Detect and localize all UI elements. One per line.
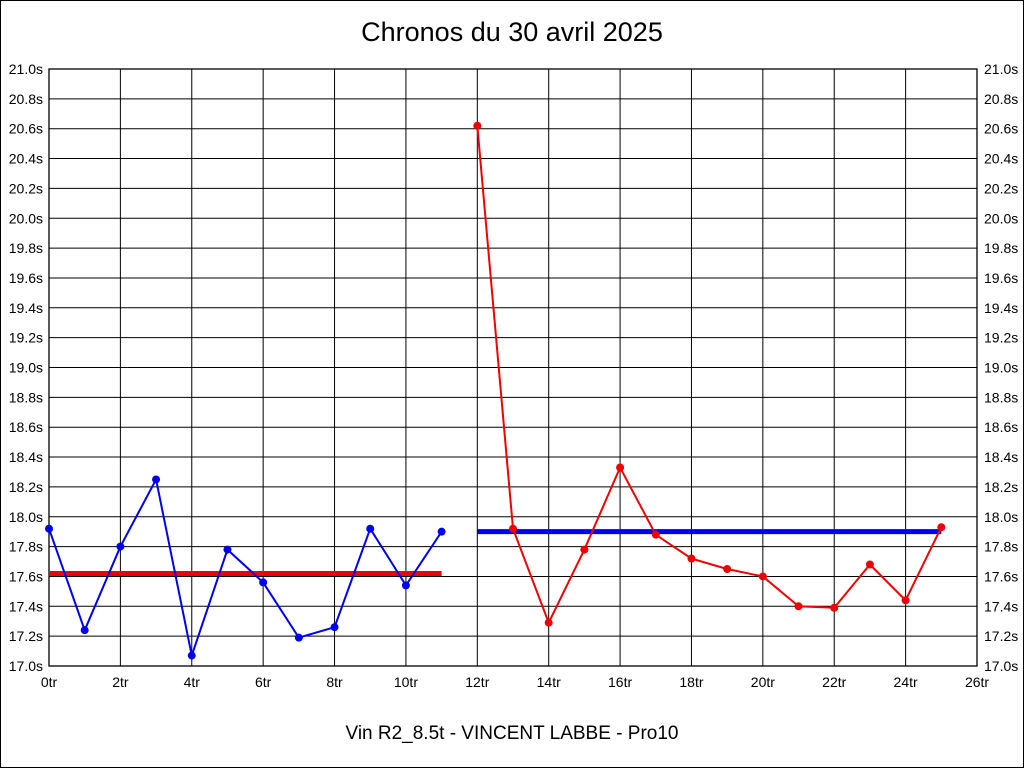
y-axis-tick-label-right: 17.4s — [984, 598, 1018, 614]
y-axis-tick-label-left: 20.0s — [9, 210, 43, 226]
stint-1-laps-data-point — [401, 581, 410, 590]
stint-1-laps-series — [45, 475, 446, 660]
axis-labels: 17.0s 17.0s 17.2s 17.2s 17.4s 17.4s 17.6s 17.6s… — [9, 61, 1019, 690]
stint-2-laps-data-point — [544, 618, 553, 627]
y-axis-tick-label-left: 17.8s — [9, 539, 43, 555]
stint-2-laps-data-point — [616, 463, 625, 472]
stint-1-laps-data-point — [259, 578, 268, 587]
y-axis-tick-label-right: 19.0s — [984, 360, 1018, 376]
stint-1-laps-data-point — [437, 527, 446, 536]
y-axis-tick-label-right: 20.4s — [984, 151, 1018, 167]
stint-2-laps-data-point — [687, 554, 696, 563]
stint-2-laps-data-point — [580, 545, 589, 554]
y-axis-tick-label-right: 20.6s — [984, 121, 1018, 137]
y-axis-tick-label-left: 20.6s — [9, 121, 43, 137]
y-axis-tick-label-left: 20.8s — [9, 91, 43, 107]
y-axis-tick-label-right: 18.6s — [984, 419, 1018, 435]
y-axis-tick-label-right: 21.0s — [984, 61, 1018, 77]
y-axis-tick-label-left: 20.2s — [9, 180, 43, 196]
stint-2-laps-data-point — [723, 564, 732, 573]
x-axis-tick-label: 14tr — [537, 674, 561, 690]
y-axis-tick-label-right: 20.2s — [984, 180, 1018, 196]
x-axis-tick-label: 18tr — [679, 674, 703, 690]
y-axis-tick-label-right: 20.8s — [984, 91, 1018, 107]
x-axis-tick-label: 0tr — [41, 674, 58, 690]
y-axis-tick-label-left: 17.4s — [9, 598, 43, 614]
y-axis-tick-label-left: 21.0s — [9, 61, 43, 77]
y-axis-tick-label-right: 18.4s — [984, 449, 1018, 465]
x-axis-tick-label: 22tr — [822, 674, 846, 690]
y-axis-tick-label-left: 19.6s — [9, 270, 43, 286]
stint-2-laps-data-point — [758, 572, 767, 581]
x-axis-tick-label: 10tr — [394, 674, 418, 690]
y-axis-tick-label-right: 18.0s — [984, 509, 1018, 525]
stint-1-laps-data-point — [366, 524, 375, 533]
stint-2-laps-data-point — [865, 560, 874, 569]
y-axis-tick-label-left: 19.4s — [9, 300, 43, 316]
x-axis-tick-label: 24tr — [894, 674, 918, 690]
y-axis-tick-label-left: 19.2s — [9, 330, 43, 346]
y-axis-tick-label-left: 17.0s — [9, 658, 43, 674]
stint-2-laps-data-point — [509, 524, 517, 533]
x-axis-tick-label: 26tr — [965, 674, 989, 690]
y-axis-tick-label-left: 18.8s — [9, 389, 43, 405]
stint-2-laps-series — [473, 121, 946, 627]
stint-2-laps-data-point — [473, 121, 482, 130]
x-axis-tick-label: 20tr — [751, 674, 775, 690]
x-axis-tick-label: 12tr — [465, 674, 489, 690]
stint-2-laps-data-point — [830, 603, 839, 612]
y-axis-tick-label-left: 17.2s — [9, 628, 43, 644]
stint-1-laps-data-point — [330, 623, 339, 632]
y-axis-tick-label-right: 19.4s — [984, 300, 1018, 316]
chart-title: Chronos du 30 avril 2025 — [361, 17, 663, 47]
y-axis-tick-label-left: 18.2s — [9, 479, 43, 495]
stint-2-laps-data-point — [651, 530, 660, 539]
x-axis-tick-label: 4tr — [184, 674, 201, 690]
y-axis-tick-label-left: 18.4s — [9, 449, 43, 465]
grid — [48, 68, 978, 667]
y-axis-tick-label-left: 20.4s — [9, 151, 43, 167]
stint-1-laps-data-point — [80, 626, 89, 635]
stint-1-laps-data-point — [45, 524, 53, 533]
y-axis-tick-label-right: 17.0s — [984, 658, 1018, 674]
y-axis-tick-label-left: 18.0s — [9, 509, 43, 525]
y-axis-tick-label-left: 19.0s — [9, 360, 43, 376]
plot-border — [48, 68, 978, 667]
y-axis-tick-label-right: 19.6s — [984, 270, 1018, 286]
stint-1-laps-polyline — [48, 476, 443, 660]
stint-1-laps-data-point — [223, 545, 232, 554]
stint-2-laps-data-point — [794, 602, 803, 611]
y-axis-tick-label-right: 18.8s — [984, 389, 1018, 405]
stint-1-laps-data-point — [116, 542, 125, 551]
y-axis-tick-label-right: 19.2s — [984, 330, 1018, 346]
y-axis-tick-label-right: 18.2s — [984, 479, 1018, 495]
y-axis-tick-label-right: 19.8s — [984, 240, 1018, 256]
stint-1-laps-data-point — [187, 651, 196, 660]
x-axis-tick-label: 6tr — [255, 674, 272, 690]
stint-2-laps-data-point — [901, 596, 910, 605]
stint-2-laps-polyline — [476, 125, 943, 626]
y-axis-tick-label-left: 18.6s — [9, 419, 43, 435]
y-axis-tick-label-right: 20.0s — [984, 210, 1018, 226]
y-axis-tick-label-left: 19.8s — [9, 240, 43, 256]
y-axis-tick-label-right: 17.2s — [984, 628, 1018, 644]
x-axis-tick-label: 8tr — [326, 674, 343, 690]
y-axis-tick-label-right: 17.6s — [984, 568, 1018, 584]
x-axis-tick-label: 16tr — [608, 674, 632, 690]
y-axis-tick-label-left: 17.6s — [9, 568, 43, 584]
y-axis-tick-label-right: 17.8s — [984, 539, 1018, 555]
stint-1-laps-data-point — [152, 475, 161, 484]
x-axis-tick-label: 2tr — [112, 674, 129, 690]
stint-1-laps-data-point — [294, 633, 303, 642]
chart-footer-caption: Vin R2_8.5t - VINCENT LABBE - Pro10 — [345, 723, 679, 744]
stint-2-laps-data-point — [937, 523, 946, 532]
